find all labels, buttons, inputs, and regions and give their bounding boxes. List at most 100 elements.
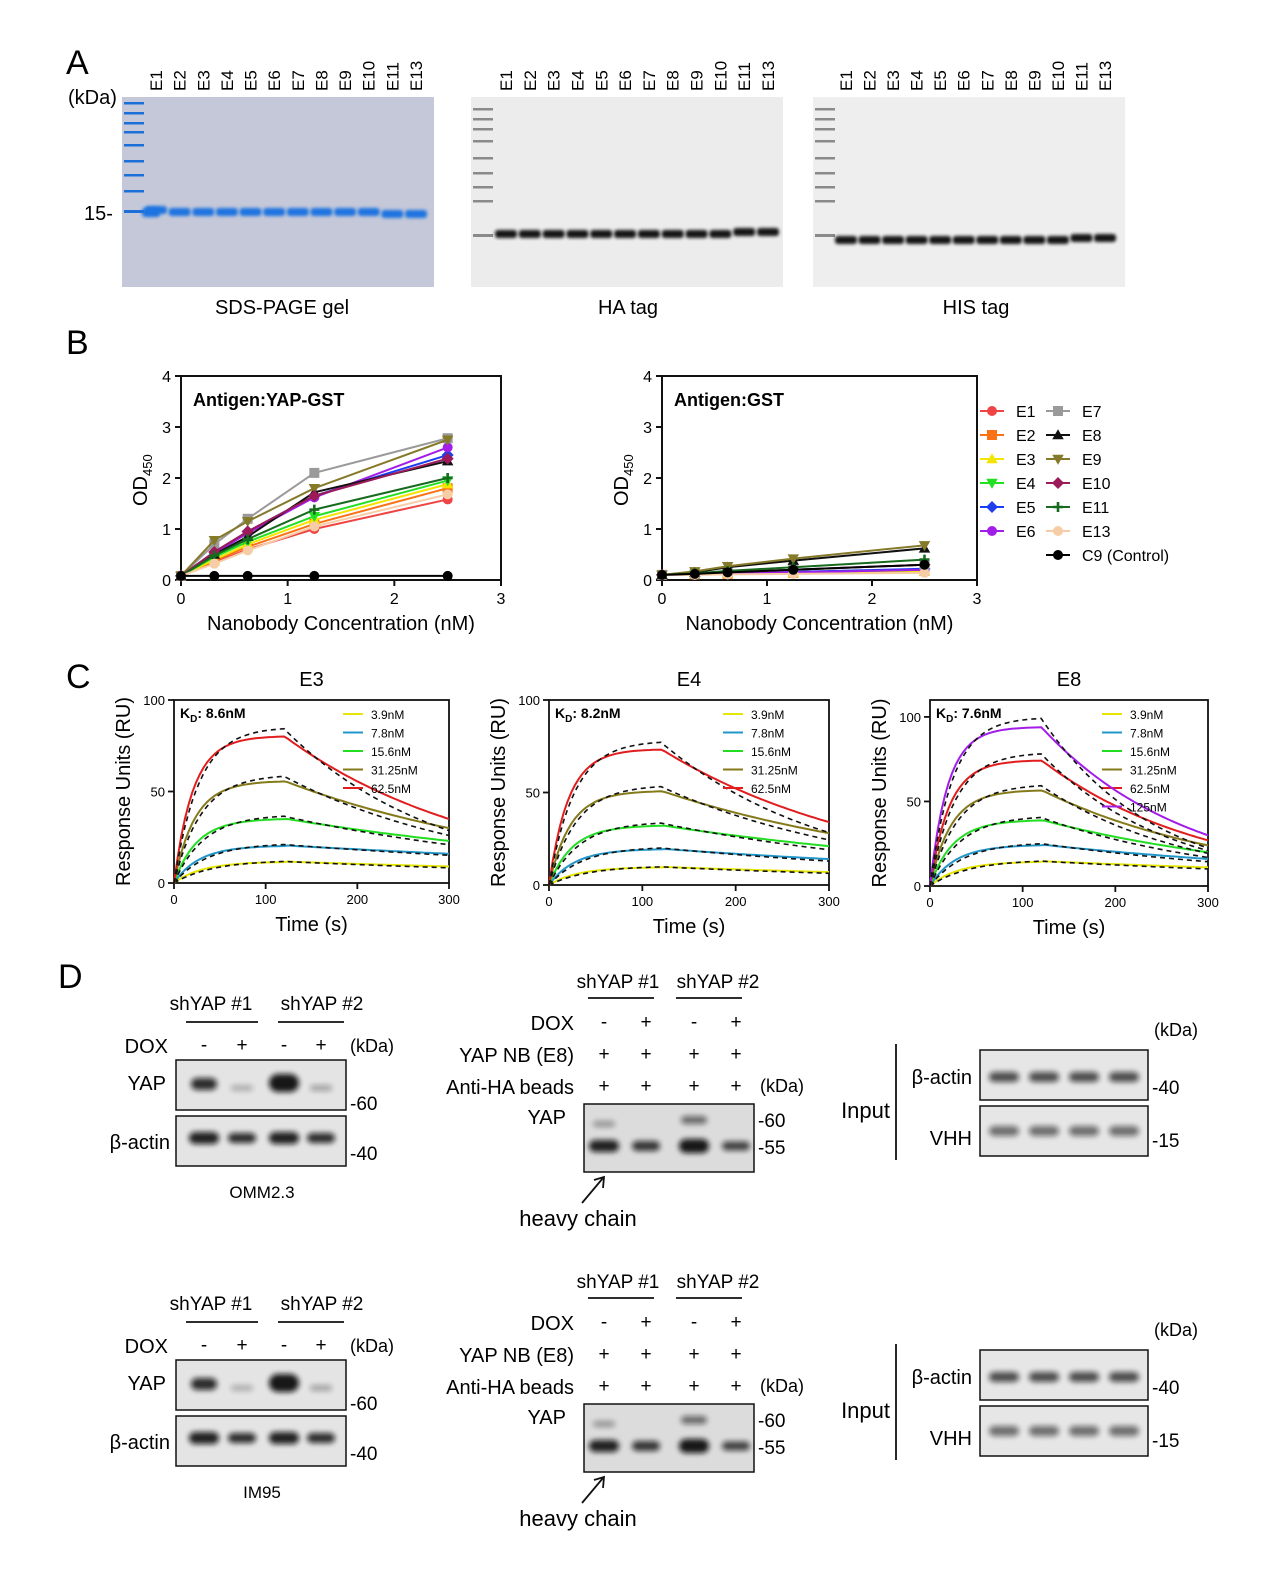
spr-chart-e4: 0 50 100 0 100 200 300 E4 Time (s) Response Units… [488,669,840,938]
data-point-e13 [309,521,320,532]
lane-label-e9: E9 [1025,70,1044,91]
chart-title: E3 [299,669,323,691]
legend-marker [1053,550,1063,560]
ip-sign: + [598,1076,609,1097]
ip-sign: + [640,1344,651,1365]
sensorgram-62.5nm [929,759,1209,887]
data-point-e9 [441,435,454,446]
y-axis-label-sub: 450 [621,454,636,476]
ip-sign: + [640,1012,651,1033]
protein-band [495,230,517,238]
blot-band [1029,1072,1059,1082]
legend-label: E1 [1016,404,1036,421]
lane-label-e6: E6 [955,70,974,91]
data-point-e10 [441,452,454,465]
western-blot-row-im95: shYAP #1 shYAP #2 DOX - + - + (kDa) YAP β-actin -6… [110,1272,1198,1531]
ip-sign: + [688,1344,699,1365]
sensorgram-62.5nm [173,735,450,884]
y-tick-label: 3 [162,420,171,437]
x-tick-label: 1 [283,591,292,608]
protein-band [637,230,660,238]
kda-label: (kDa) [760,1076,804,1096]
marker-40: -40 [350,1144,377,1165]
ladder-band [815,108,835,111]
ladder-band [815,118,835,121]
yap-row-label: YAP [127,1373,166,1395]
ladder-band [124,160,144,163]
x-tick-label: 200 [346,892,368,907]
ip-sign: - [601,1012,607,1033]
protein-band [661,230,684,238]
data-point-e7 [309,467,320,478]
blot-band [1109,1072,1139,1082]
lane-label-e10: E10 [360,61,379,91]
ip-row-label: DOX [531,1313,574,1335]
data-point-c9 [242,570,253,581]
lane-label-e10: E10 [711,61,730,91]
kda-label: (kDa) [1154,1020,1198,1040]
blot-band [189,1132,219,1144]
x-tick-label: 2 [868,591,877,608]
data-point-e11 [309,504,320,515]
spr-chart-e3: 0 50 100 0 100 200 300 E3 Time (s) Response Units… [113,669,460,936]
kda-label: (kDa) [760,1376,804,1396]
ip-sign: + [730,1312,741,1333]
blot-frame [583,1403,755,1473]
x-tick-label: 300 [818,894,840,909]
blot-frame [583,1103,755,1173]
elisa-chart-yap-gst: 0 1 2 3 4 0 1 2 3 Antigen:YAP-GST Nanobody Concent… [130,369,506,635]
legend-label: 3.9nM [371,708,404,722]
y-tick-label: 2 [643,471,652,488]
marker-60: -60 [350,1394,377,1415]
cell-line-label: IM95 [243,1483,281,1502]
protein-band [999,236,1022,244]
lane-label-e4: E4 [908,70,927,91]
kda-label: (kDa) [1154,1320,1198,1340]
ladder-band [124,122,144,125]
blot-band [307,1433,335,1443]
blot-band [681,1416,707,1424]
yap-blot [175,1059,347,1111]
sensorgram-31.25nm [548,790,830,886]
protein-band [590,230,613,238]
kd-label: KD: 8.2nM [555,705,621,725]
y-tick-label: 4 [643,369,652,386]
fit-curve-31.25nm [929,784,1209,887]
x-tick-label: 3 [973,591,982,608]
blot-band [191,1078,217,1090]
blot-band [679,1439,709,1453]
protein-band [542,230,565,238]
lane-label-e2: E2 [861,70,880,91]
heavy-chain-label: heavy chain [519,1506,636,1531]
sensorgram-3.9nm [173,860,450,884]
actin-blot [175,1115,347,1167]
ip-sign: + [730,1044,741,1065]
protein-band [357,208,380,216]
blot-band [632,1441,660,1451]
input-actin-blot [979,1049,1149,1101]
blot-band [307,1133,335,1143]
ladder-band [124,190,144,193]
ha-tag-blot: E1 E2 E3 E4 E5 E6 E7 E8 E9 E10 E11 E13 [471,61,783,287]
protein-band [381,210,404,218]
ip-sign: + [598,1344,609,1365]
protein-band [858,236,881,244]
dox-value: + [315,1335,326,1356]
elisa-legend: E1 E2 E3 E4 E5 E6 E7 E8 E9 E10 E11 E13 C9 (Control) [980,404,1169,565]
marker-15: -15 [1152,1131,1179,1152]
chart-title: E8 [1057,669,1081,691]
ip-sign: + [688,1376,699,1397]
data-point-e13 [209,558,220,569]
ip-sign: + [640,1044,651,1065]
protein-band [709,230,732,238]
ladder-band [124,112,144,115]
lane-label-e6: E6 [265,70,284,91]
data-point-c9 [689,568,700,579]
input-label: Input [841,1398,890,1423]
y-tick-label: 4 [162,369,171,386]
data-point-e4 [308,512,321,522]
data-point-c9 [788,564,799,575]
protein-band [1046,236,1069,244]
fit-curve-3.9nm [173,860,450,884]
